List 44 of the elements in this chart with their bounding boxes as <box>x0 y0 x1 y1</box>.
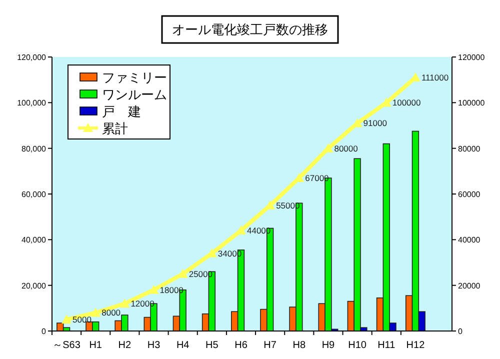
x-tick-label: H3 <box>147 340 161 351</box>
y-tick-label: 60,000 <box>22 190 47 199</box>
x-tick-label: H2 <box>118 340 132 351</box>
x-tick-label: H1 <box>89 340 102 351</box>
legend-label: ファミリー <box>102 70 167 85</box>
data-label: 100000 <box>392 98 422 108</box>
data-label: 91000 <box>363 118 388 128</box>
x-tick-label: H7 <box>264 340 277 351</box>
data-label: 80000 <box>334 143 358 154</box>
y2-tick-label: 20000 <box>458 281 481 290</box>
y-tick-label: 40,000 <box>22 236 47 245</box>
x-tick-label: H10 <box>348 340 367 351</box>
x-tick-label: H8 <box>292 340 306 351</box>
y-tick-label: 20,000 <box>22 281 47 290</box>
legend-label: 累計 <box>102 121 128 136</box>
point <box>90 308 101 317</box>
x-tick-label: H4 <box>176 340 190 351</box>
y2-tick-label: 80000 <box>458 144 481 154</box>
y-tick-label: 100,000 <box>17 98 47 108</box>
x-tick-label: H9 <box>322 340 336 351</box>
data-label: 8000 <box>102 308 121 318</box>
x-tick-label: H11 <box>378 340 396 351</box>
x-tick-label: ～S63 <box>52 340 81 351</box>
y-tick-label: 120,000 <box>17 53 47 62</box>
y-tick-label: 0 <box>42 327 47 336</box>
y-tick-label: 80,000 <box>22 144 47 154</box>
legend-label: ワンルーム <box>102 87 167 102</box>
chart-title: オール電化竣工戸数の推移 <box>172 22 328 37</box>
data-label: 12000 <box>130 298 155 309</box>
point <box>62 314 72 324</box>
data-label: 18000 <box>160 284 184 295</box>
x-tick-label: H5 <box>206 340 219 351</box>
point <box>120 298 130 308</box>
y2-tick-label: 120000 <box>458 53 486 62</box>
x-tick-label: H12 <box>406 340 426 351</box>
data-label: 67000 <box>305 173 330 184</box>
point <box>148 284 159 294</box>
y2-tick-label: 100000 <box>458 98 486 108</box>
y2-tick-label: 40000 <box>458 236 481 245</box>
legend-label: 戸 建 <box>102 104 141 119</box>
x-tick-label: H6 <box>234 340 248 351</box>
y2-tick-label: 60000 <box>458 190 481 199</box>
y2-tick-label: 0 <box>458 327 463 336</box>
data-label: 111000 <box>421 72 449 83</box>
